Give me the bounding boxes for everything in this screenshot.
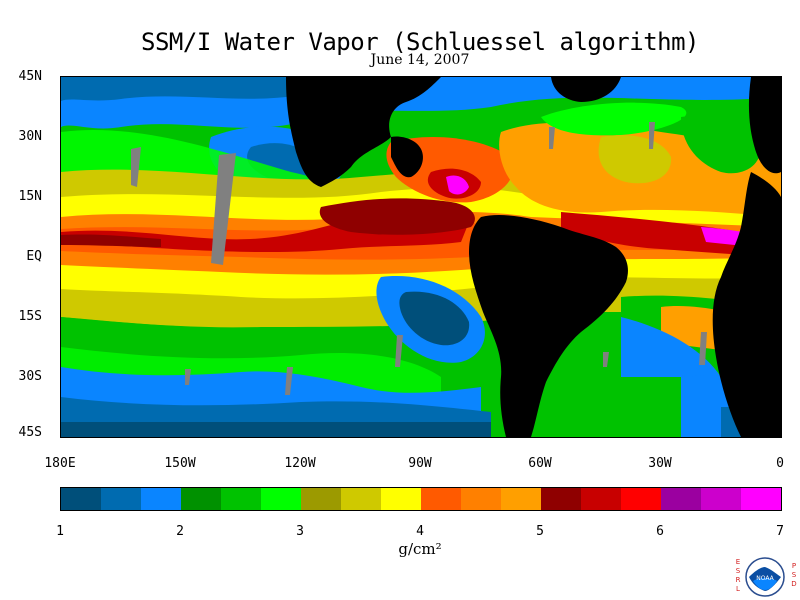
map-image	[61, 77, 781, 437]
colorbar	[60, 487, 782, 511]
colorbar-swatch-1	[61, 488, 101, 510]
colorbar-swatch-10	[421, 488, 461, 510]
colorbar-swatch-4	[181, 488, 221, 510]
lat-label-30s: 30S	[18, 369, 42, 384]
colorbar-tick-4: 4	[416, 524, 424, 539]
colorbar-swatch-15	[621, 488, 661, 510]
lon-label-150w: 150W	[164, 456, 196, 471]
lon-label-180e: 180E	[44, 456, 76, 471]
colorbar-swatch-18	[741, 488, 781, 510]
colorbar-tick-1: 1	[56, 524, 64, 539]
colorbar-tick-7: 7	[776, 524, 784, 539]
colorbar-swatch-14	[581, 488, 621, 510]
map-title: SSM/I Water Vapor (Schluessel algorithm)	[141, 28, 699, 56]
logo-left-letters: E S R L	[735, 558, 741, 593]
noaa-seal-icon: NOAA	[745, 557, 785, 597]
colorbar-tick-6: 6	[656, 524, 664, 539]
lat-label-15n: 15N	[18, 189, 42, 204]
colorbar-swatch-16	[661, 488, 701, 510]
water-vapor-map	[60, 76, 782, 438]
colorbar-tick-2: 2	[176, 524, 184, 539]
colorbar-swatch-7	[301, 488, 341, 510]
lat-label-eq: EQ	[26, 249, 42, 264]
lat-label-45n: 45N	[18, 69, 42, 84]
colorbar-swatch-8	[341, 488, 381, 510]
lon-label-90w: 90W	[408, 456, 432, 471]
colorbar-swatch-17	[701, 488, 741, 510]
lat-label-45s: 45S	[18, 425, 42, 440]
logo-right-letters: P S D	[791, 562, 797, 588]
map-date: June 14, 2007	[370, 52, 470, 68]
colorbar-swatch-9	[381, 488, 421, 510]
colorbar-swatch-5	[221, 488, 261, 510]
colorbar-tick-5: 5	[536, 524, 544, 539]
colorbar-units: g/cm²	[398, 540, 442, 558]
noaa-esrl-psd-logo: E S R L NOAA P S D	[735, 556, 799, 598]
lon-label-60w: 60W	[528, 456, 552, 471]
lon-label-120w: 120W	[284, 456, 316, 471]
colorbar-swatch-12	[501, 488, 541, 510]
lon-label-0: 0	[776, 456, 784, 471]
colorbar-tick-3: 3	[296, 524, 304, 539]
lat-label-15s: 15S	[18, 309, 42, 324]
svg-text:NOAA: NOAA	[756, 575, 774, 582]
lon-label-30w: 30W	[648, 456, 672, 471]
colorbar-swatch-6	[261, 488, 301, 510]
colorbar-swatch-13	[541, 488, 581, 510]
lat-label-30n: 30N	[18, 129, 42, 144]
colorbar-swatch-2	[101, 488, 141, 510]
colorbar-swatch-11	[461, 488, 501, 510]
colorbar-swatch-3	[141, 488, 181, 510]
